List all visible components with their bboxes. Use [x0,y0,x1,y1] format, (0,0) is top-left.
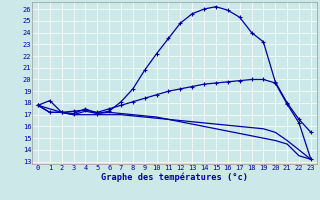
X-axis label: Graphe des températures (°c): Graphe des températures (°c) [101,172,248,182]
